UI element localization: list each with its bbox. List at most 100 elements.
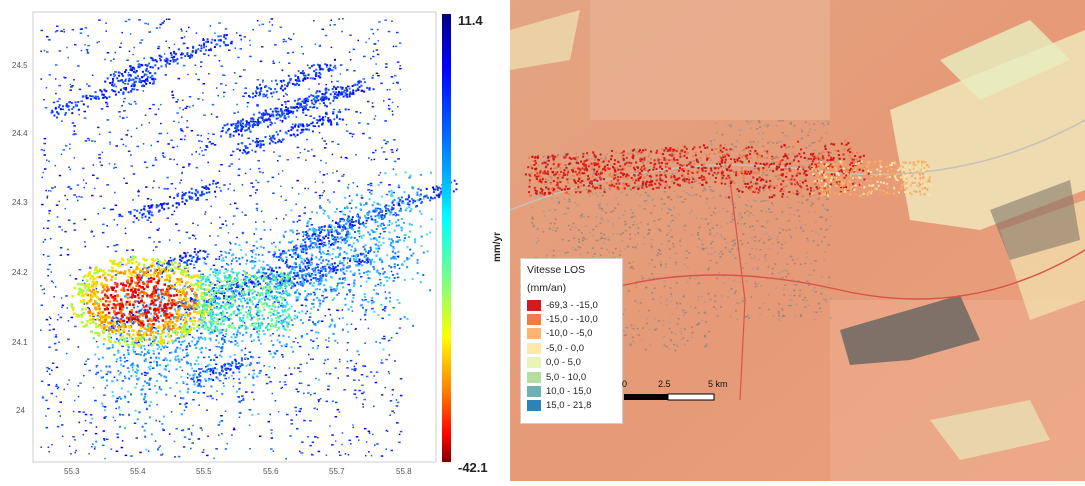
scatter-point: [191, 442, 194, 444]
scatter-point: [432, 186, 434, 189]
scatter-point: [193, 373, 196, 376]
scatter-point: [299, 266, 301, 269]
scatter-point: [267, 283, 270, 286]
scatter-point: [238, 158, 240, 160]
scatter-point: [235, 314, 238, 317]
scatter-point: [388, 313, 391, 316]
scatter-point: [118, 213, 121, 216]
scatter-point: [245, 364, 248, 367]
scatter-point: [213, 284, 217, 286]
scatter-point: [245, 145, 248, 148]
scatter-point: [201, 190, 204, 193]
scatter-point: [149, 343, 152, 346]
scatter-point: [105, 97, 108, 100]
scatter-point: [226, 362, 229, 365]
scatter-point: [174, 308, 177, 311]
scatter-point: [312, 64, 316, 66]
scatter-point: [339, 86, 342, 89]
scatter-point: [285, 109, 287, 112]
scatter-point: [40, 285, 42, 287]
scatter-point: [284, 87, 287, 90]
scatter-point: [334, 64, 337, 67]
scatter-point: [254, 192, 257, 194]
scatter-point: [153, 180, 155, 182]
scatter-point: [373, 251, 376, 253]
scatter-point: [344, 227, 347, 230]
scatter-point: [147, 344, 150, 347]
scatter-point: [184, 316, 186, 319]
scatter-point: [127, 349, 129, 351]
scatter-point: [399, 239, 402, 242]
scatter-point: [353, 273, 356, 276]
scatter-point: [181, 200, 184, 203]
scatter-point: [388, 190, 391, 193]
scatter-point: [100, 376, 103, 379]
scatter-point: [46, 197, 48, 199]
scatter-point: [354, 249, 357, 252]
scatter-point: [237, 168, 241, 170]
scatter-point: [334, 367, 337, 369]
scatter-point: [175, 381, 178, 384]
scatter-point: [370, 57, 372, 60]
scatter-point: [47, 220, 50, 222]
scatter-point: [358, 262, 361, 265]
scatter-point: [368, 157, 370, 159]
scatter-point: [266, 289, 269, 292]
scatter-point: [210, 308, 213, 311]
scatter-point: [212, 182, 214, 185]
scatter-point: [372, 74, 374, 77]
scatter-point: [378, 247, 381, 250]
scatter-point: [117, 91, 120, 94]
scatter-point: [135, 318, 138, 321]
scatter-point: [385, 207, 387, 210]
scatter-point: [364, 342, 366, 344]
scatter-point: [195, 342, 198, 345]
scatter-point: [128, 370, 130, 373]
scatter-point: [289, 78, 292, 81]
scatter-point: [92, 174, 95, 176]
scatter-point: [380, 394, 384, 396]
scatter-point: [267, 420, 270, 423]
scatter-point: [296, 179, 299, 182]
scatter-point: [384, 306, 387, 308]
scatter-point: [166, 58, 169, 61]
scatter-point: [367, 252, 370, 254]
scatter-point: [330, 123, 333, 126]
scatter-point: [257, 301, 260, 304]
scatter-point: [86, 50, 89, 52]
scatter-point: [87, 85, 91, 87]
scatter-point: [46, 195, 49, 198]
scatter-point: [275, 266, 278, 269]
scatter-point: [233, 130, 236, 133]
scatter-point: [148, 388, 151, 390]
scatter-point: [106, 306, 108, 309]
scatter-point: [331, 228, 333, 231]
scatter-point: [45, 189, 47, 192]
scatter-point: [189, 304, 192, 307]
scatter-point: [145, 448, 148, 451]
scatter-point: [143, 75, 145, 77]
scatter-point: [331, 237, 334, 240]
scatter-point: [331, 81, 333, 83]
scatter-point: [349, 359, 353, 362]
scatter-point: [318, 245, 321, 248]
scatter-point: [285, 92, 287, 95]
scatter-point: [168, 370, 170, 373]
scatter-point: [317, 450, 321, 453]
scatter-point: [51, 109, 54, 112]
scatter-point: [221, 126, 224, 129]
scatter-point: [127, 74, 130, 77]
scatter-point: [135, 70, 138, 73]
scatter-point: [420, 212, 423, 215]
scatter-point: [180, 429, 184, 432]
scatter-point: [216, 390, 218, 392]
scatter-point: [270, 429, 273, 431]
scatter-point: [265, 382, 269, 385]
scatter-point: [241, 128, 244, 130]
scatter-point: [252, 186, 255, 188]
scatter-point: [204, 280, 207, 283]
scatter-point: [114, 71, 117, 73]
scatter-point: [201, 186, 204, 188]
scatter-point: [306, 225, 309, 227]
scatter-point: [205, 308, 208, 311]
